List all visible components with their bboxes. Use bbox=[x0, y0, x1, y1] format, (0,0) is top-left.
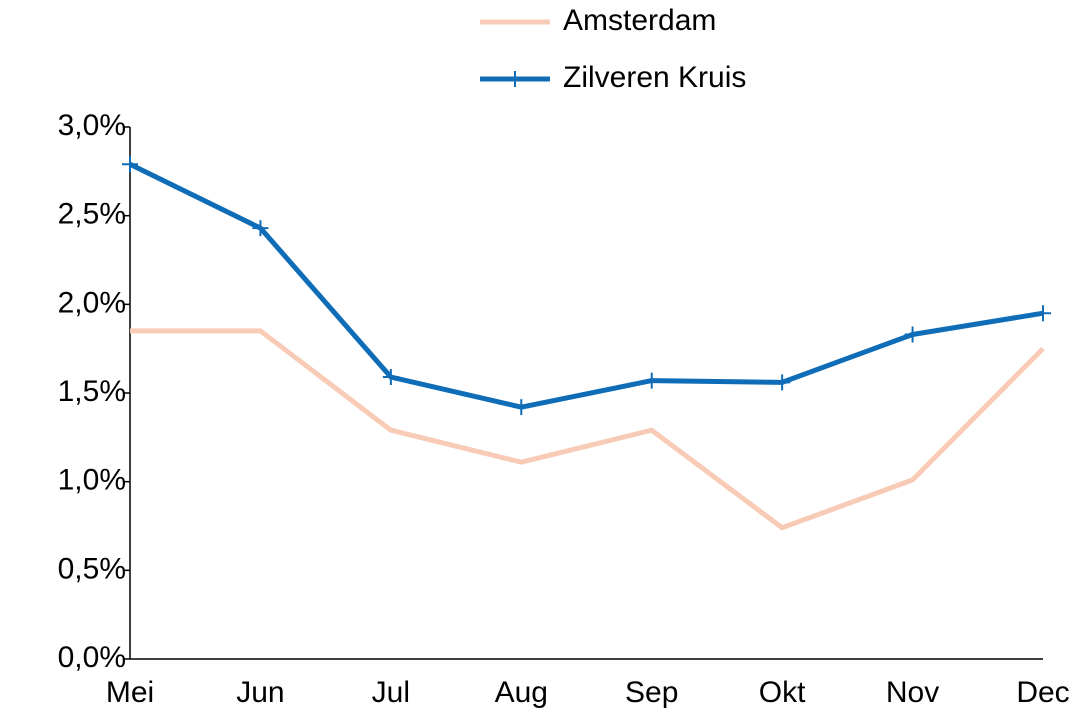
y-tick-label: 2,5% bbox=[58, 198, 126, 231]
marker bbox=[252, 220, 269, 237]
series-line bbox=[128, 161, 1044, 410]
x-tick-label: Dec bbox=[1016, 676, 1069, 709]
legend-marker bbox=[507, 71, 523, 87]
y-tick-label: 1,0% bbox=[58, 464, 126, 497]
marker bbox=[1035, 305, 1051, 322]
y-tick-label: 3,0% bbox=[58, 109, 126, 142]
marker bbox=[122, 156, 138, 173]
x-tick-label: Okt bbox=[759, 676, 806, 709]
x-tick-label: Mei bbox=[106, 676, 154, 709]
marker bbox=[774, 374, 791, 391]
y-tick-label: 0,5% bbox=[58, 552, 126, 585]
y-tick-label: 0,0% bbox=[58, 641, 126, 674]
marker bbox=[382, 369, 399, 386]
y-tick-label: 1,5% bbox=[58, 375, 126, 408]
x-tick-label: Sep bbox=[625, 676, 678, 709]
x-tick-label: Jul bbox=[372, 676, 410, 709]
x-tick-label: Nov bbox=[886, 676, 939, 709]
marker bbox=[904, 326, 921, 343]
legend-label: Zilveren Kruis bbox=[563, 61, 746, 94]
series-line bbox=[130, 328, 1045, 531]
y-tick-label: 2,0% bbox=[58, 286, 126, 319]
x-tick-label: Jun bbox=[236, 676, 284, 709]
x-tick-label: Aug bbox=[495, 676, 548, 709]
legend-label: Amsterdam bbox=[563, 4, 716, 37]
marker bbox=[513, 399, 530, 416]
marker bbox=[643, 372, 660, 389]
